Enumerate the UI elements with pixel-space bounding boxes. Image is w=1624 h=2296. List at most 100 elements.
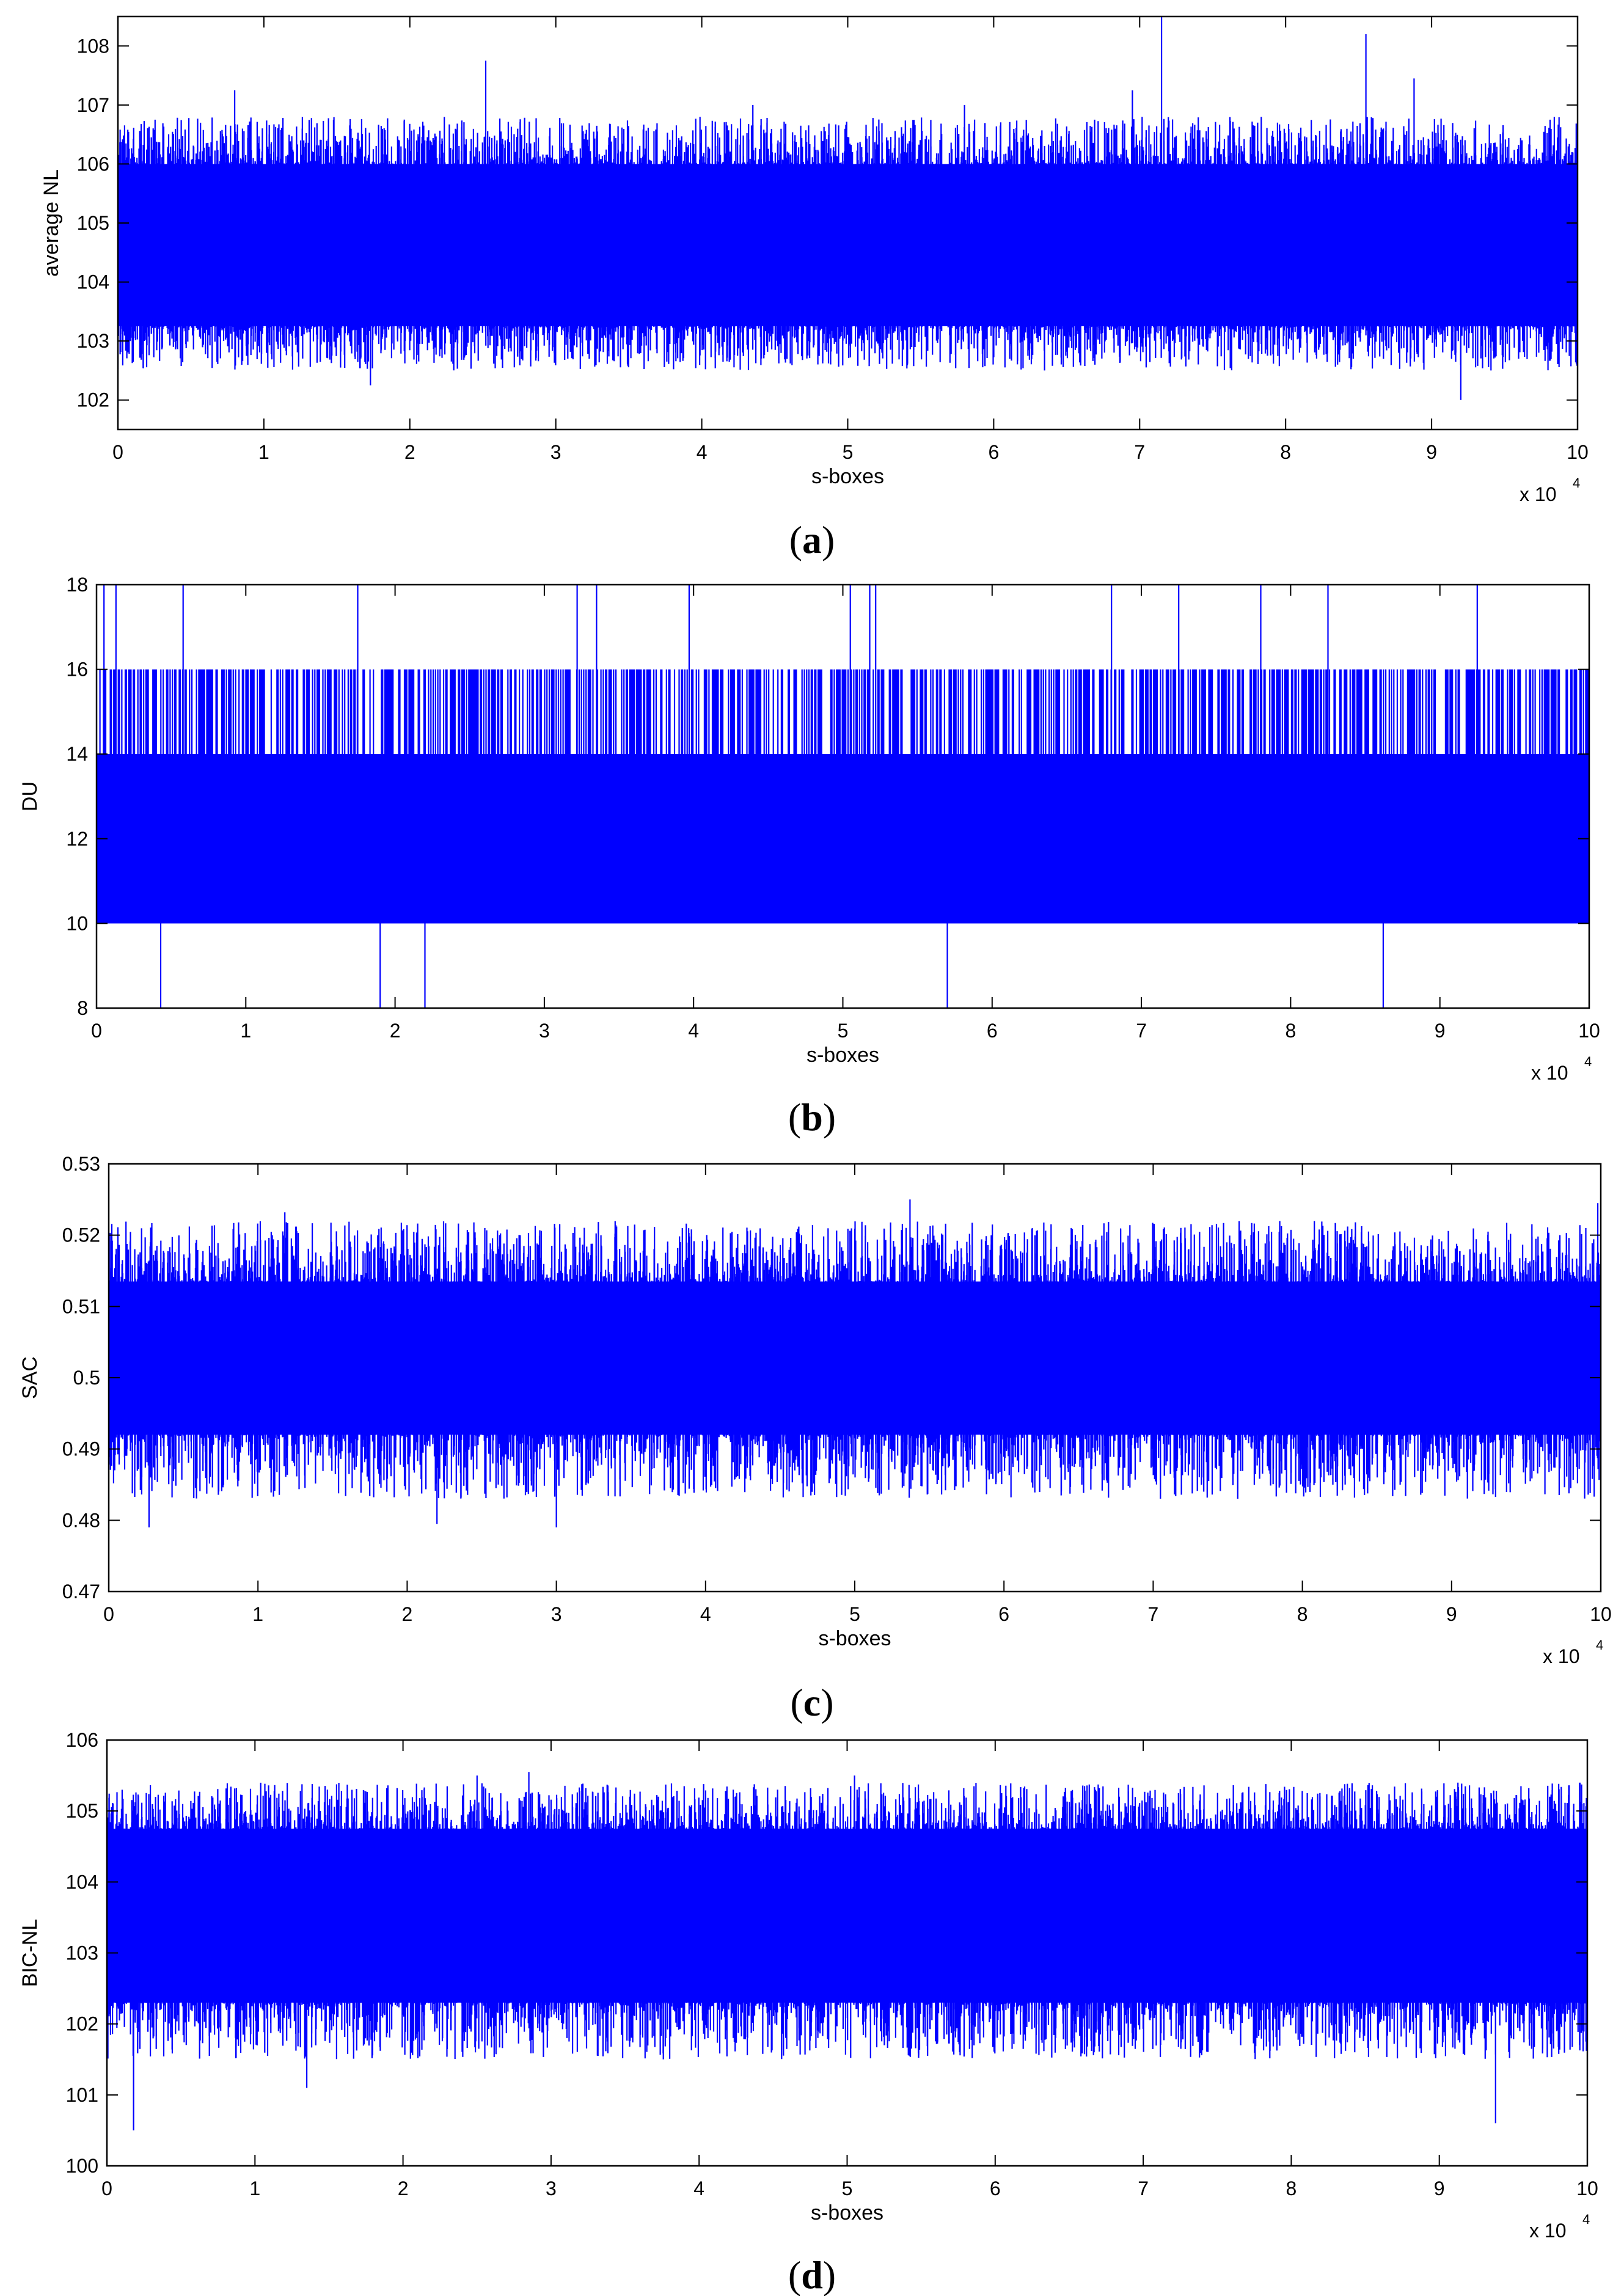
y-tick-label: 0.5 <box>73 1367 100 1389</box>
x-tick-label: 7 <box>1148 1603 1159 1625</box>
y-tick-label: 0.49 <box>62 1438 100 1460</box>
panel-caption: (d) <box>788 2253 836 2296</box>
x-tick-label: 10 <box>1576 2177 1598 2199</box>
y-tick-label: 103 <box>77 330 109 352</box>
y-tick-label: 103 <box>66 1942 98 1964</box>
x-axis-label: s-boxes <box>807 1044 879 1067</box>
x-tick-label: 7 <box>1138 2177 1149 2199</box>
y-tick-label: 105 <box>66 1800 98 1822</box>
x-axis-multiplier: x 10 <box>1520 483 1556 505</box>
y-tick-label: 100 <box>66 2155 98 2177</box>
y-tick-label: 0.48 <box>62 1509 100 1531</box>
x-tick-label: 1 <box>240 1020 251 1042</box>
panel-caption: (c) <box>790 1681 833 1724</box>
x-axis-multiplier: x 10 <box>1531 1062 1568 1084</box>
x-tick-label: 5 <box>843 441 854 463</box>
x-tick-label: 8 <box>1286 2177 1297 2199</box>
chart-panel-a: 0 1 2 3 4 5 6 7 8 9 10 102 103 104 105 106 107 108 s-boxes… <box>40 16 1589 561</box>
x-tick-label: 2 <box>402 1603 413 1625</box>
panel-caption-letter: a <box>802 518 822 561</box>
x-tick-label: 3 <box>539 1020 550 1042</box>
y-axis-label: BIC-NL <box>18 1919 42 1987</box>
x-axis-label: s-boxes <box>811 465 884 488</box>
x-tick-label: 9 <box>1434 2177 1445 2199</box>
y-tick-label: 101 <box>66 2084 98 2106</box>
x-tick-label: 2 <box>390 1020 401 1042</box>
x-tick-label: 6 <box>987 1020 998 1042</box>
x-tick-label: 3 <box>551 1603 562 1625</box>
chart-panel-c: 0 1 2 3 4 5 6 7 8 9 10 0.47 0.48 0.49 0.5 0.51 0.52 0.53 s… <box>18 1153 1612 1724</box>
x-tick-label: 0 <box>103 1603 114 1625</box>
x-tick-label: 6 <box>989 441 1000 463</box>
x-tick-label: 10 <box>1590 1603 1612 1625</box>
x-tick-label: 6 <box>998 1603 1009 1625</box>
y-tick-label: 105 <box>77 212 109 234</box>
y-tick-label: 0.53 <box>62 1153 100 1175</box>
x-axis-label: s-boxes <box>811 2201 883 2225</box>
y-tick-label: 8 <box>77 997 88 1019</box>
x-tick-label: 2 <box>404 441 415 463</box>
panel-caption: (b) <box>788 1095 836 1139</box>
x-tick-label: 5 <box>849 1603 860 1625</box>
y-tick-label: 102 <box>66 2013 98 2035</box>
y-tick-label: 106 <box>66 1729 98 1751</box>
y-axis-label: average NL <box>40 169 63 277</box>
x-tick-label: 3 <box>546 2177 557 2199</box>
y-tick-label: 108 <box>77 35 109 57</box>
y-tick-label: 0.52 <box>62 1224 100 1246</box>
y-tick-label: 104 <box>66 1871 98 1893</box>
y-tick-label: 16 <box>66 659 88 681</box>
x-axis-multiplier: x 10 <box>1543 1645 1579 1667</box>
x-tick-label: 1 <box>258 441 269 463</box>
x-tick-label: 10 <box>1578 1020 1600 1042</box>
x-tick-label: 8 <box>1286 1020 1297 1042</box>
y-tick-label: 102 <box>77 389 109 411</box>
y-tick-label: 14 <box>66 743 88 765</box>
y-tick-label: 18 <box>66 574 88 596</box>
x-tick-label: 1 <box>249 2177 260 2199</box>
x-axis-multiplier-exponent: 4 <box>1596 1637 1603 1653</box>
x-tick-label: 2 <box>398 2177 409 2199</box>
y-tick-label: 10 <box>66 912 88 934</box>
x-axis-label: s-boxes <box>818 1627 891 1650</box>
x-tick-label: 4 <box>697 441 708 463</box>
chart-panel-b: 01234567891081012141618s-boxesDUx 104(b) <box>18 574 1600 1139</box>
x-tick-label: 4 <box>688 1020 699 1042</box>
panel-caption-letter: d <box>801 2253 823 2296</box>
y-tick-label: 104 <box>77 271 109 293</box>
x-tick-label: 5 <box>838 1020 849 1042</box>
y-axis-label: DU <box>18 781 42 811</box>
x-axis-multiplier-exponent: 4 <box>1584 1054 1592 1069</box>
x-tick-label: 4 <box>700 1603 711 1625</box>
panel-caption-letter: c <box>803 1681 821 1724</box>
chart-panel-d: 0 1 2 3 4 5 6 7 8 9 10 100 101 102 103 104 105 106 s-boxes… <box>18 1729 1598 2296</box>
y-tick-label: 12 <box>66 828 88 850</box>
x-axis-multiplier-exponent: 4 <box>1573 475 1580 491</box>
x-tick-label: 0 <box>91 1020 102 1042</box>
x-tick-label: 4 <box>693 2177 704 2199</box>
x-tick-label: 7 <box>1136 1020 1147 1042</box>
x-tick-label: 8 <box>1297 1603 1308 1625</box>
x-tick-label: 9 <box>1426 441 1437 463</box>
x-tick-label: 8 <box>1280 441 1291 463</box>
panel-caption: (a) <box>789 518 835 561</box>
x-tick-label: 6 <box>990 2177 1001 2199</box>
x-tick-label: 1 <box>252 1603 263 1625</box>
panel-caption-letter: b <box>801 1095 823 1139</box>
y-axis-label: SAC <box>18 1356 42 1399</box>
x-tick-label: 9 <box>1435 1020 1446 1042</box>
x-tick-label: 10 <box>1567 441 1589 463</box>
x-tick-label: 0 <box>112 441 123 463</box>
x-tick-label: 3 <box>550 441 561 463</box>
x-axis-multiplier-exponent: 4 <box>1582 2212 1590 2227</box>
y-tick-label: 0.47 <box>62 1581 100 1603</box>
y-tick-label: 0.51 <box>62 1295 100 1317</box>
x-axis-multiplier: x 10 <box>1529 2220 1566 2242</box>
y-tick-label: 106 <box>77 153 109 175</box>
y-tick-label: 107 <box>77 94 109 116</box>
x-tick-label: 0 <box>101 2177 112 2199</box>
x-tick-label: 5 <box>842 2177 853 2199</box>
x-tick-label: 7 <box>1134 441 1145 463</box>
x-tick-label: 9 <box>1446 1603 1457 1625</box>
